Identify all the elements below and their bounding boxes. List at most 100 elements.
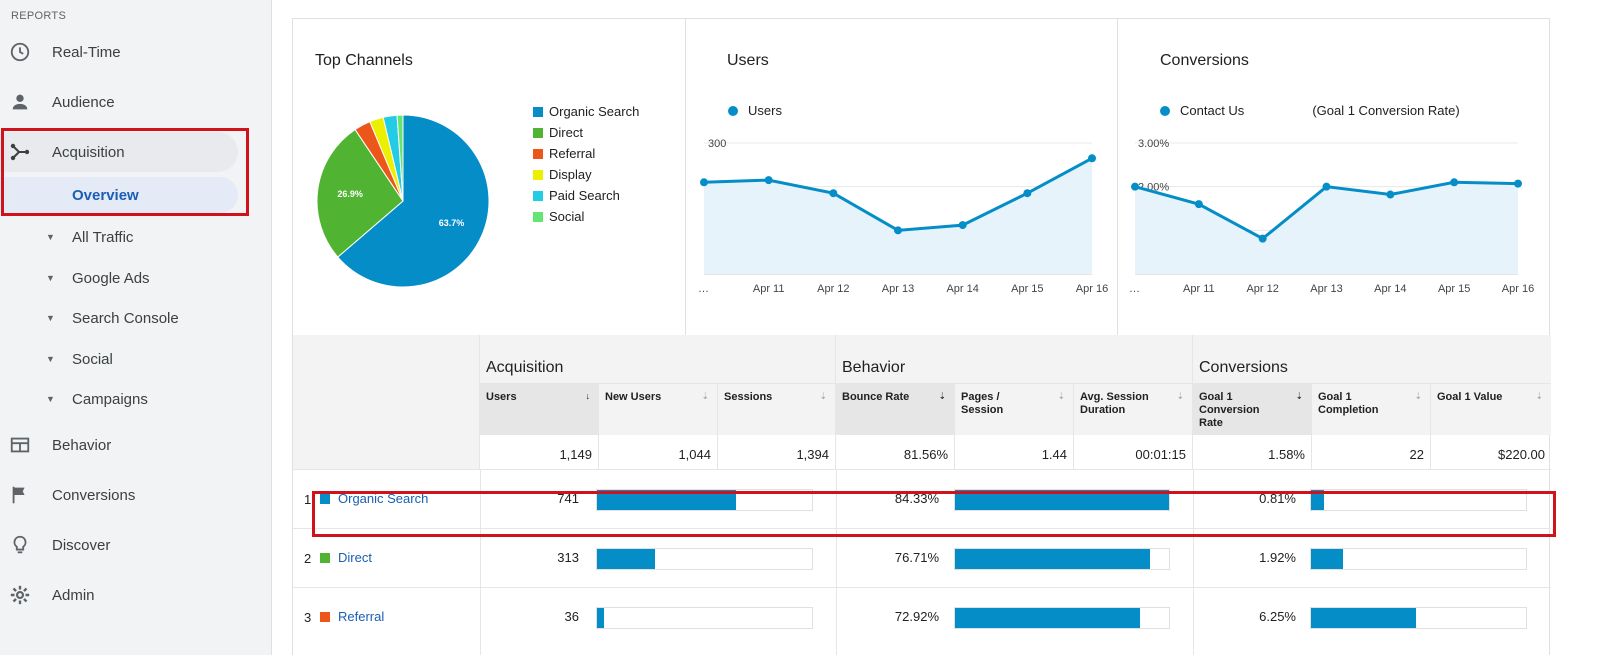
column-header-avg-session-duration[interactable]: Avg. Session Duration ⇣ [1074, 383, 1193, 435]
conversion-bar-fill [1311, 608, 1417, 628]
legend-item[interactable]: Organic Search [533, 101, 639, 122]
y-tick-label: 3.00% [1138, 138, 1169, 150]
behavior-icon [8, 433, 32, 457]
top-channels-card: Top Channels 63.7% 26.9% Organic Search D… [293, 19, 686, 335]
row-conversion-rate: 1.92% [1259, 550, 1296, 565]
total-sessions: 1,394 [718, 435, 836, 469]
sidebar-subitem-social[interactable]: ▼ Social [0, 341, 272, 377]
sort-arrow-icon: ⇣ [701, 391, 709, 401]
sidebar-item-label: Discover [52, 536, 111, 554]
row-bounce-rate: 72.92% [894, 609, 939, 624]
legend-item[interactable]: Paid Search [533, 185, 639, 206]
legend-label: Direct [549, 125, 583, 140]
data-point[interactable] [1088, 154, 1096, 163]
sidebar-subitem-overview[interactable]: Overview [0, 177, 238, 213]
sidebar-item-label: Real-Time [52, 43, 121, 61]
users-legend: Users [728, 103, 782, 118]
triangle-down-icon: ▼ [46, 394, 55, 404]
row-conversion-rate: 6.25% [1259, 609, 1296, 624]
pie-slice-organic-search[interactable] [337, 114, 490, 288]
sort-arrow-icon: ⇣ [1535, 391, 1543, 401]
data-point[interactable] [1023, 189, 1032, 198]
column-label: New Users [605, 391, 662, 403]
users-bar-fill [597, 608, 604, 628]
sort-arrow-icon: ⇣ [1295, 391, 1303, 401]
sidebar-subitem-all-traffic[interactable]: ▼ All Traffic [0, 219, 272, 255]
sidebar-item-label: Admin [52, 586, 95, 604]
sidebar-subitem-campaigns[interactable]: ▼ Campaigns [0, 381, 272, 417]
card-title: Conversions [1160, 52, 1249, 69]
series-area [1135, 182, 1518, 274]
x-tick-label: Apr 11 [753, 283, 785, 295]
row-users: 313 [557, 550, 579, 565]
legend-swatch [533, 106, 543, 117]
data-point[interactable] [764, 176, 773, 185]
sidebar-item-behavior[interactable]: Behavior [0, 425, 272, 465]
total-avg-session-duration: 00:01:15 [1074, 435, 1193, 469]
data-point[interactable] [1131, 182, 1139, 191]
column-header-sessions[interactable]: Sessions ⇣ [718, 383, 836, 435]
data-point[interactable] [1258, 234, 1267, 243]
channel-link[interactable]: Organic Search [338, 491, 429, 506]
sidebar-item-discover[interactable]: Discover [0, 525, 272, 565]
column-header-pages-session[interactable]: Pages / Session ⇣ [955, 383, 1074, 435]
pie-slice-social[interactable] [396, 114, 404, 202]
data-point[interactable] [894, 226, 902, 235]
legend-item[interactable]: Display [533, 164, 639, 185]
sort-arrow-icon: ⇣ [938, 391, 946, 401]
bounce-bar-fill [955, 490, 1169, 510]
channel-link[interactable]: Direct [338, 550, 372, 565]
conversions-legend: Contact Us (Goal 1 Conversion Rate) [1160, 103, 1460, 118]
pie-slice-direct[interactable] [316, 128, 404, 258]
legend-label: Social [549, 209, 585, 224]
conversion-bar-fill [1311, 490, 1324, 510]
channel-link[interactable]: Referral [338, 609, 385, 624]
sidebar-item-admin[interactable]: Admin [0, 575, 272, 615]
legend-label: Referral [549, 146, 596, 161]
data-point[interactable] [1194, 200, 1203, 209]
x-tick-label: Apr 13 [882, 283, 914, 295]
sort-arrow-icon: ⇣ [1176, 391, 1184, 401]
reports-label: REPORTS [11, 10, 67, 22]
legend-item[interactable]: Social [533, 206, 639, 227]
column-header-goal1-value[interactable]: Goal 1 Value ⇣ [1431, 383, 1551, 435]
sidebar-item-conversions[interactable]: Conversions [0, 475, 272, 515]
channels-table: Acquisition Behavior Conversions Users ↓ … [293, 335, 1556, 655]
column-header-users[interactable]: Users ↓ [480, 383, 599, 435]
sidebar: REPORTS Real-Time Audience Acquisition O… [0, 0, 272, 655]
sort-arrow-icon: ⇣ [1057, 391, 1065, 401]
data-point[interactable] [1322, 182, 1331, 191]
column-label: Users [486, 391, 517, 403]
sidebar-subitem-google-ads[interactable]: ▼ Google Ads [0, 260, 272, 296]
data-point[interactable] [958, 221, 967, 230]
column-header-bounce-rate[interactable]: Bounce Rate ⇣ [836, 383, 955, 435]
column-header-goal1-completion[interactable]: Goal 1 Completion ⇣ [1312, 383, 1431, 435]
table-row: 2 Direct 313 76.71% 1.92% [293, 528, 1551, 587]
channel-swatch [320, 494, 330, 504]
sidebar-item-audience[interactable]: Audience [0, 82, 272, 122]
column-label: Pages / Session [961, 391, 1004, 416]
data-point[interactable] [829, 189, 838, 198]
data-point[interactable] [700, 178, 708, 187]
channel-swatch [320, 553, 330, 563]
legend-item[interactable]: Referral [533, 143, 639, 164]
x-tick-label: Apr 12 [817, 283, 849, 295]
data-point[interactable] [1450, 178, 1459, 187]
column-header-goal1-conversion-rate[interactable]: Goal 1 Conversion Rate ⇣ [1193, 383, 1312, 435]
users-bar [596, 489, 813, 511]
legend-item[interactable]: Direct [533, 122, 639, 143]
data-point[interactable] [1514, 179, 1522, 188]
data-point[interactable] [1386, 190, 1395, 199]
sidebar-subitem-search-console[interactable]: ▼ Search Console [0, 300, 272, 336]
person-icon [8, 90, 32, 114]
column-label: Bounce Rate [842, 391, 910, 403]
sidebar-subitem-label: All Traffic [72, 228, 134, 246]
sidebar-item-acquisition[interactable]: Acquisition [0, 132, 238, 172]
sidebar-subitem-label: Social [72, 350, 113, 368]
column-label: Sessions [724, 391, 773, 403]
column-header-new-users[interactable]: New Users ⇣ [599, 383, 718, 435]
x-tick-label: Apr 12 [1246, 283, 1278, 295]
x-tick-label: Apr 14 [1374, 283, 1406, 295]
sidebar-item-realtime[interactable]: Real-Time [0, 32, 272, 72]
